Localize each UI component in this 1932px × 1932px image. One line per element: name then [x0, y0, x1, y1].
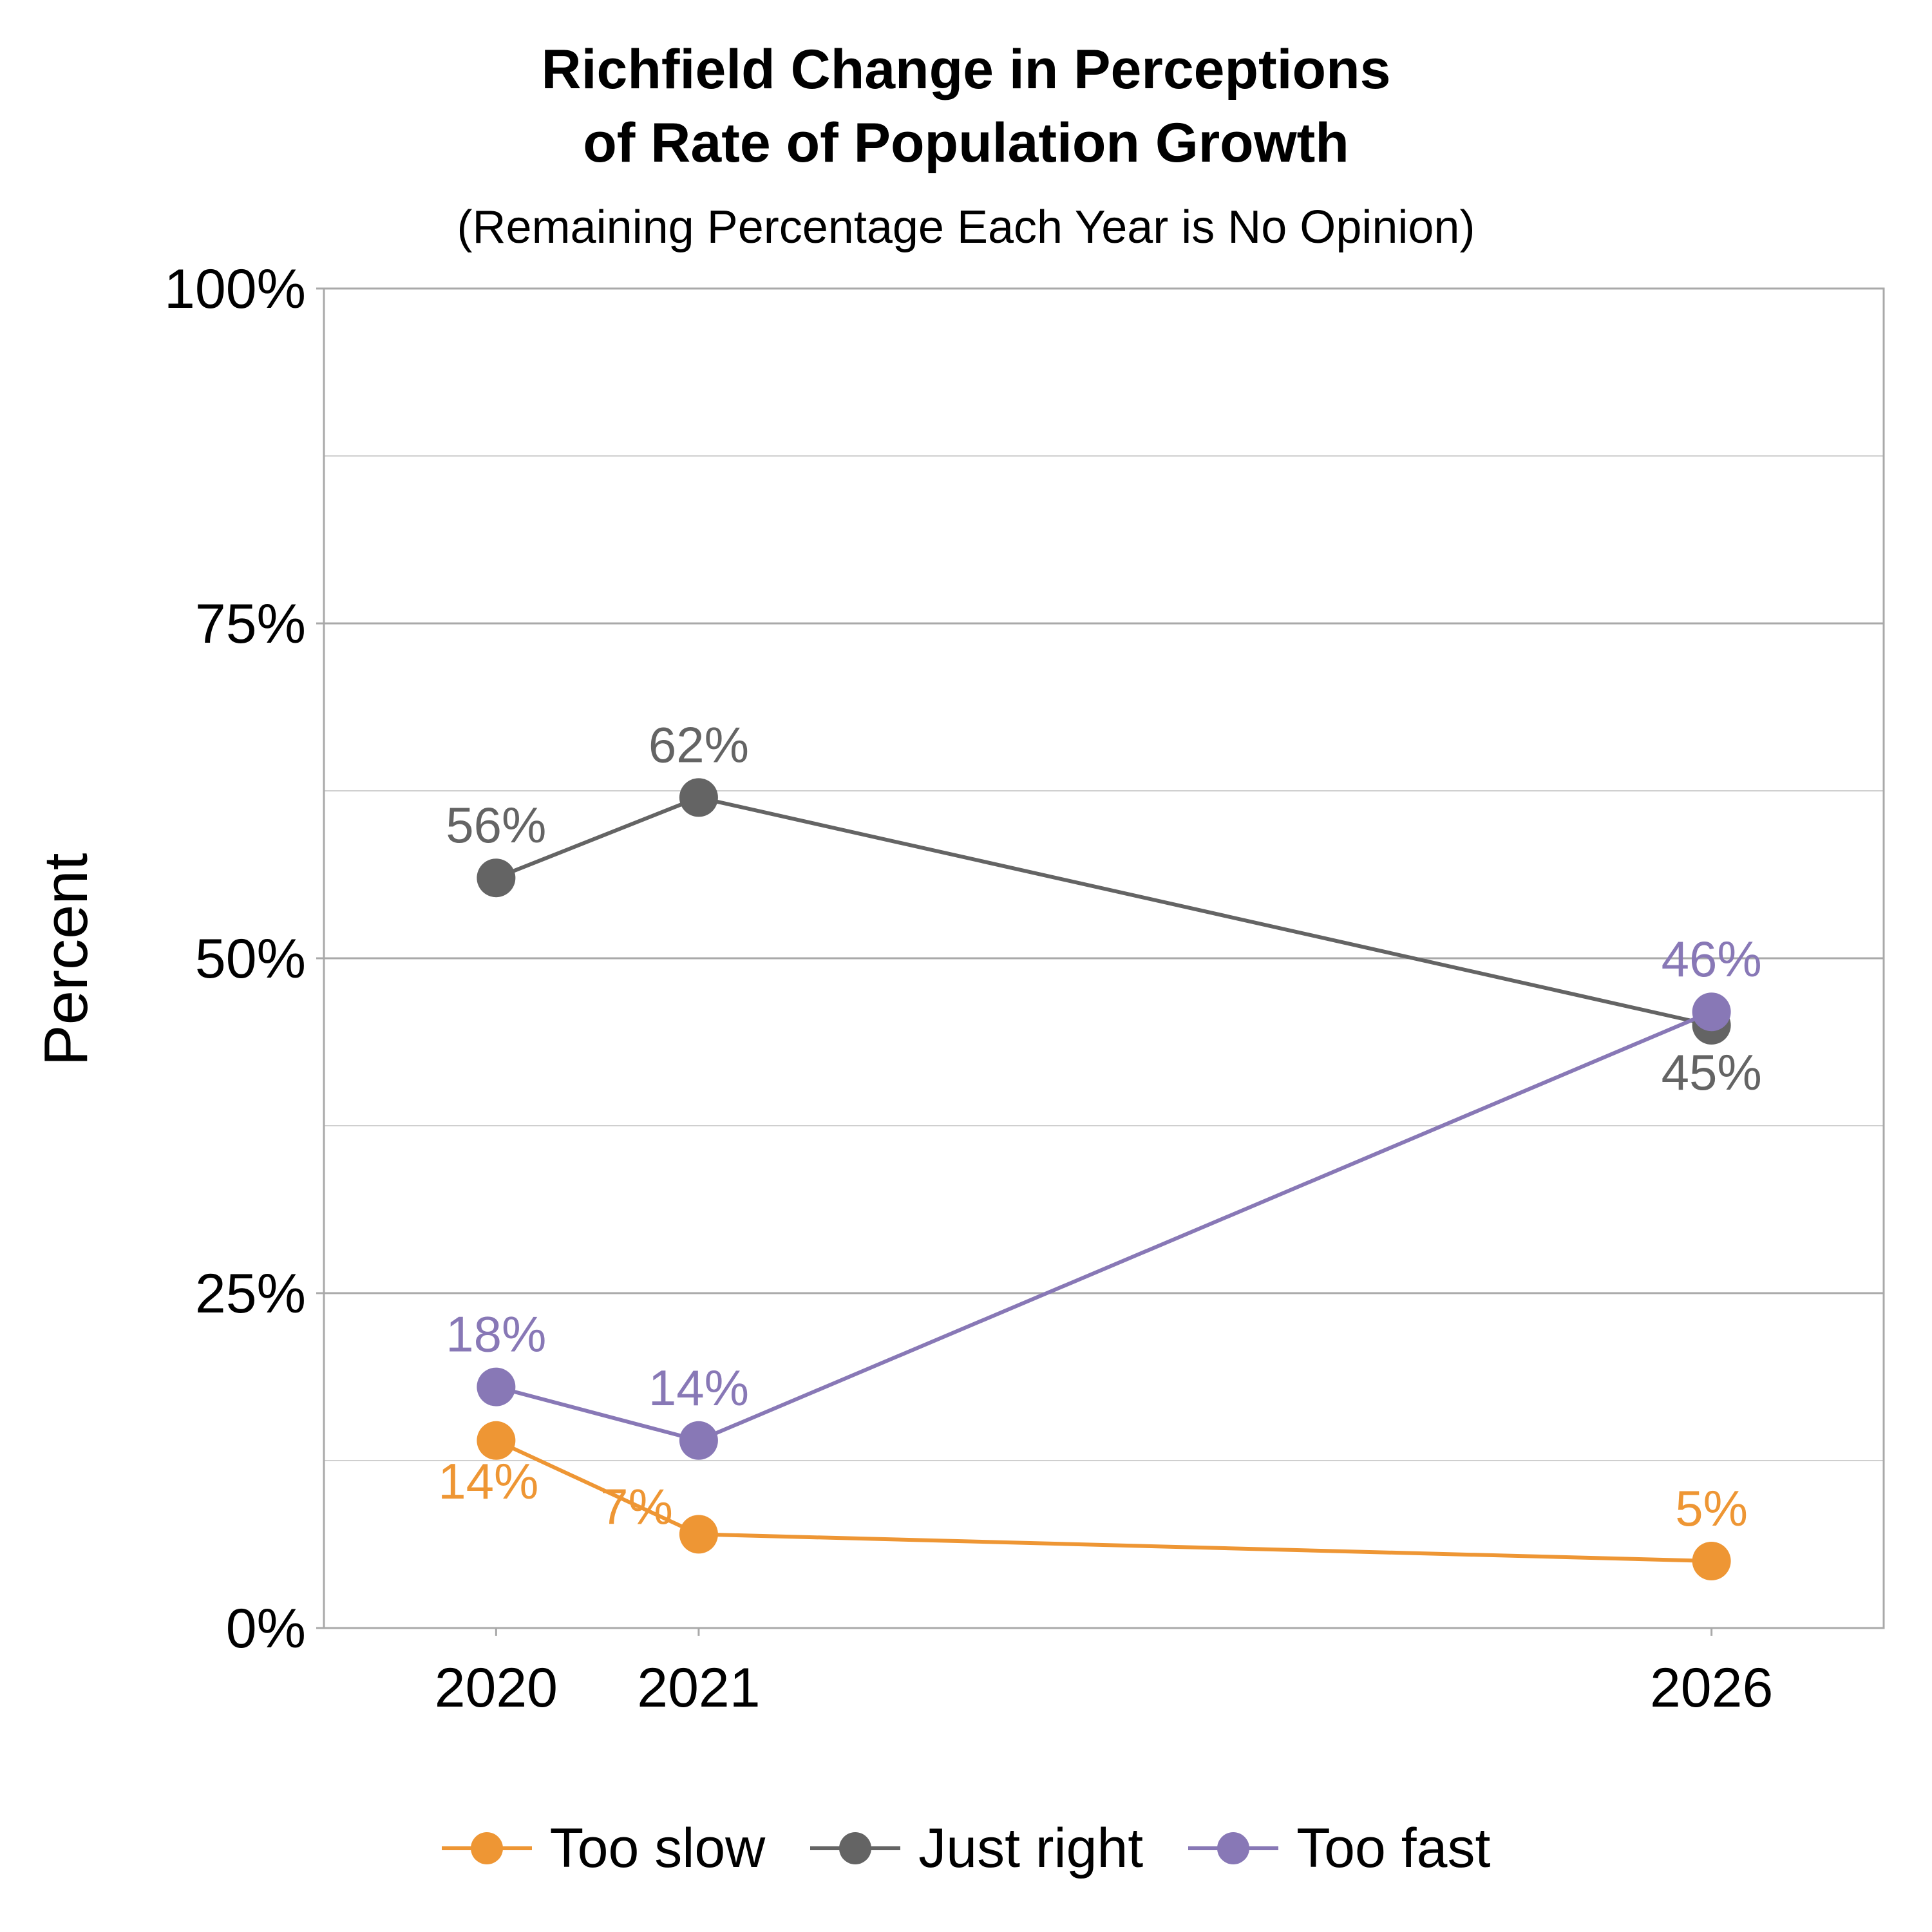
- data-label-too-fast: 18%: [446, 1306, 546, 1363]
- chart-title-line-1: Richfield Change in Perceptions: [541, 39, 1391, 100]
- y-tick-label: 0%: [226, 1598, 306, 1660]
- series-lines: [477, 778, 1731, 1580]
- data-label-just-right: 45%: [1662, 1044, 1762, 1101]
- data-label-too-slow: 14%: [438, 1453, 538, 1510]
- x-tick-label: 2026: [1650, 1657, 1773, 1719]
- legend-key-too-slow: [441, 1823, 532, 1874]
- legend-key-too-fast: [1188, 1823, 1279, 1874]
- data-label-too-slow: 5%: [1675, 1480, 1748, 1537]
- point-just-right: [679, 778, 718, 817]
- axes: 0% 25% 50% 75% 100% 2020 2021 2026: [164, 258, 1773, 1719]
- line-too-slow: [495, 1439, 1712, 1563]
- data-label-too-fast: 14%: [649, 1359, 749, 1416]
- data-label-just-right: 56%: [446, 797, 546, 853]
- legend-item-too-fast: Too fast: [1188, 1816, 1490, 1880]
- y-tick-label: 75%: [195, 593, 306, 655]
- legend-label-too-fast: Too fast: [1296, 1817, 1491, 1879]
- data-label-too-slow: 7%: [600, 1478, 673, 1535]
- legend: Too slow Just right Too fast: [0, 1797, 1932, 1900]
- y-tick-label: 50%: [195, 928, 306, 990]
- x-tick-label: 2020: [435, 1657, 558, 1719]
- point-too-slow: [477, 1421, 516, 1460]
- legend-item-just-right: Just right: [810, 1816, 1143, 1880]
- y-tick-label: 25%: [195, 1263, 306, 1325]
- point-too-fast: [477, 1367, 516, 1406]
- y-tick-label: 100%: [164, 258, 306, 320]
- chart-title-line-2: of Rate of Population Growth: [583, 112, 1349, 174]
- point-too-fast: [1692, 992, 1731, 1032]
- legend-key-just-right: [810, 1823, 901, 1874]
- point-too-fast: [679, 1421, 718, 1460]
- point-too-slow: [679, 1515, 718, 1554]
- y-axis-label: Percent: [32, 853, 100, 1066]
- data-label-too-fast: 46%: [1662, 931, 1762, 987]
- line-just-right: [495, 795, 1712, 1027]
- data-labels: 14% 7% 5% 56% 62% 45% 18% 14% 46%: [438, 716, 1761, 1537]
- point-just-right: [477, 858, 516, 898]
- point-too-slow: [1692, 1542, 1731, 1580]
- legend-label-too-slow: Too slow: [549, 1817, 766, 1879]
- gridlines: [323, 287, 1885, 1629]
- legend-item-too-slow: Too slow: [441, 1816, 766, 1880]
- data-label-just-right: 62%: [649, 716, 749, 773]
- chart-subtitle: (Remaining Percentage Each Year is No Op…: [457, 202, 1475, 253]
- legend-label-just-right: Just right: [918, 1817, 1144, 1879]
- x-tick-label: 2021: [637, 1657, 760, 1719]
